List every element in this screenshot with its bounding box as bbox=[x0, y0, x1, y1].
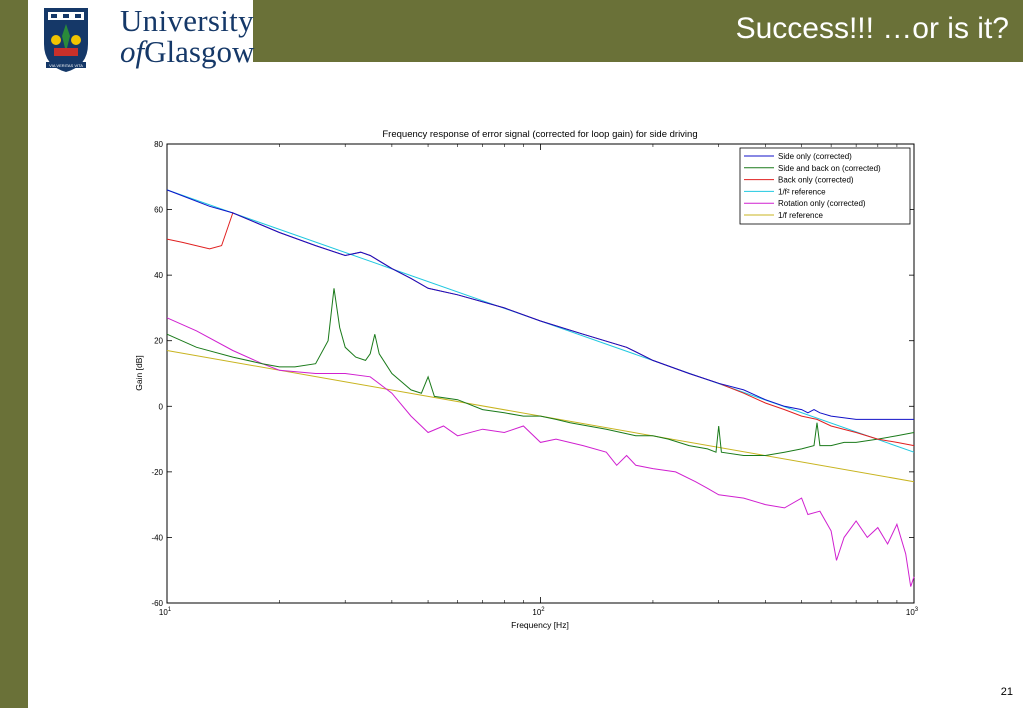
x-tick-exponent: 2 bbox=[541, 607, 545, 613]
y-tick-label: -20 bbox=[151, 468, 163, 477]
legend-entry-1: Side and back on (corrected) bbox=[778, 164, 881, 173]
x-tick-base: 10 bbox=[532, 608, 541, 617]
series-lines bbox=[166, 189, 915, 587]
y-tick-label: -60 bbox=[151, 599, 163, 608]
x-tick-label: 102 bbox=[532, 607, 545, 617]
y-tick-label: -40 bbox=[151, 533, 163, 542]
x-tick-exponent: 3 bbox=[915, 607, 919, 613]
y-tick-label: 0 bbox=[159, 402, 164, 411]
series-line-0 bbox=[166, 189, 914, 420]
logo-of-text: of bbox=[120, 34, 145, 69]
x-tick-label: 101 bbox=[159, 607, 172, 617]
y-tick-label: 20 bbox=[154, 337, 163, 346]
page-number: 21 bbox=[1000, 686, 1013, 698]
x-tick-label: 103 bbox=[906, 607, 919, 617]
crest-icon: VIA VERITAS VITA bbox=[44, 8, 88, 72]
y-axis-label: Gain [dB] bbox=[134, 355, 144, 390]
y-tick-label: 60 bbox=[154, 206, 163, 215]
logo-university-text: University bbox=[120, 3, 254, 38]
x-tick-base: 10 bbox=[159, 608, 168, 617]
y-tick-label: 40 bbox=[154, 271, 163, 280]
left-brand-bar bbox=[0, 0, 28, 708]
y-tick-label: 80 bbox=[154, 140, 163, 149]
legend-box bbox=[739, 147, 911, 225]
chart-legend: Side only (corrected) Side and back on (c… bbox=[739, 147, 911, 225]
logo-glasgow-word: Glasgow bbox=[144, 34, 255, 69]
x-tick-exponent: 1 bbox=[168, 607, 172, 613]
crest-motto: VIA VERITAS VITA bbox=[49, 63, 83, 68]
legend-entry-3: 1/f² reference bbox=[778, 187, 826, 196]
legend-entry-2: Back only (corrected) bbox=[778, 176, 854, 185]
chart-title: Frequency response of error signal (corr… bbox=[382, 129, 697, 140]
legend-entry-5: 1/f reference bbox=[778, 211, 823, 220]
x-tick-base: 10 bbox=[906, 608, 915, 617]
series-line-4 bbox=[166, 317, 915, 587]
logo-glasgow-text: ofGlasgow bbox=[120, 34, 254, 70]
slide-title: Success!!! …or is it? bbox=[735, 12, 1009, 45]
title-bar: Success!!! …or is it? bbox=[253, 0, 1023, 62]
university-logo: VIA VERITAS VITA University ofGlasgow bbox=[28, 0, 254, 80]
legend-entry-0: Side only (corrected) bbox=[778, 152, 852, 161]
series-line-1 bbox=[166, 288, 915, 456]
x-axis-label: Frequency [Hz] bbox=[511, 620, 569, 630]
legend-entry-4: Rotation only (corrected) bbox=[778, 199, 866, 208]
